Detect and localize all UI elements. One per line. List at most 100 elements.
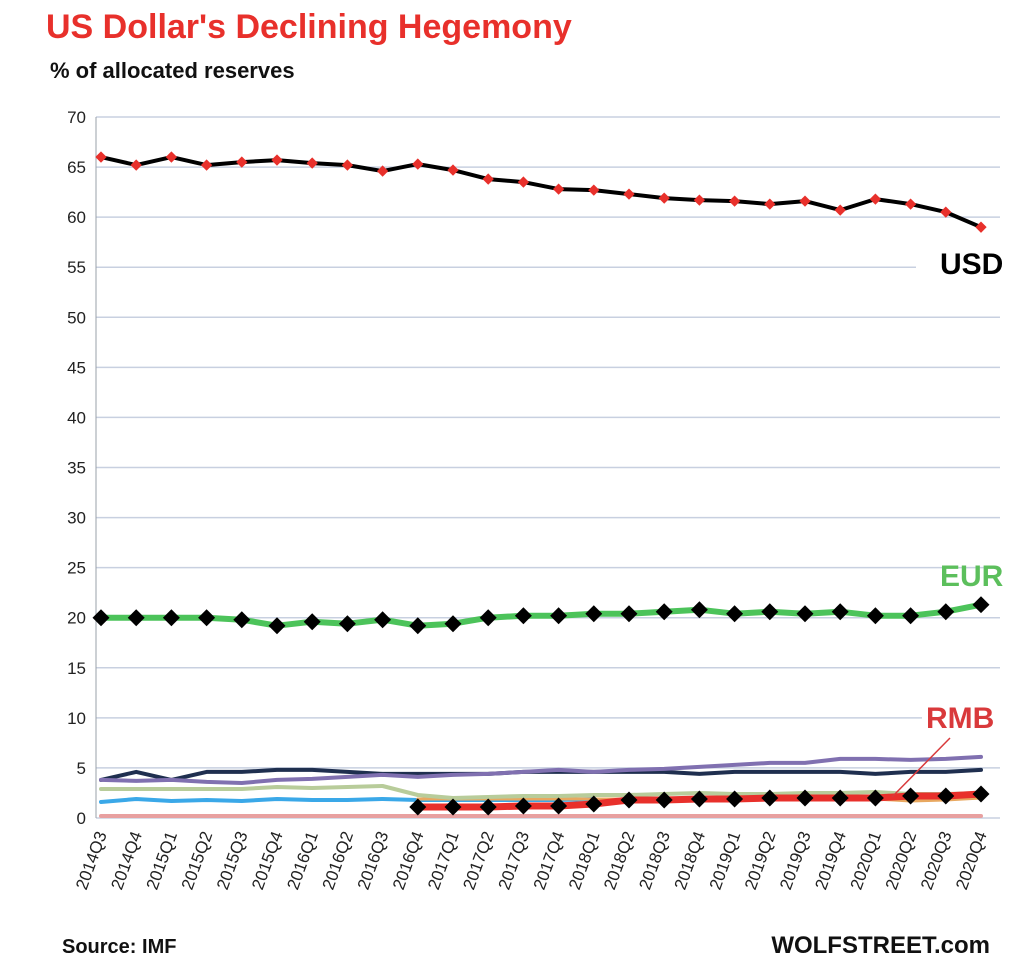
y-tick-label: 50 [67, 308, 86, 327]
data-point [728, 195, 741, 207]
data-point [588, 184, 600, 196]
source-note: Source: IMF [62, 936, 177, 958]
data-point [585, 795, 603, 813]
series-other-3 [99, 754, 983, 785]
data-point [764, 198, 776, 210]
rmb-pointer [891, 737, 951, 798]
x-tick-label: 2018Q2 [600, 829, 639, 892]
x-tick-label: 2014Q3 [72, 829, 111, 892]
data-point [831, 789, 849, 807]
y-tick-label: 30 [67, 509, 86, 528]
y-tick-label: 0 [77, 809, 86, 828]
data-point [444, 615, 462, 633]
y-tick-label: 5 [77, 759, 86, 778]
data-point [303, 613, 321, 631]
data-point [972, 596, 990, 614]
data-point [902, 787, 920, 805]
data-point [130, 159, 142, 171]
x-tick-label: 2018Q3 [635, 829, 674, 892]
data-point [937, 603, 955, 621]
data-point [866, 607, 884, 625]
x-tick-label: 2015Q3 [213, 829, 252, 892]
data-point [482, 173, 494, 185]
data-point [904, 198, 917, 210]
y-tick-label: 60 [67, 208, 86, 227]
x-tick-label: 2018Q1 [565, 829, 604, 892]
x-tick-label: 2019Q4 [811, 829, 850, 892]
data-point [409, 798, 427, 816]
data-point [268, 617, 286, 635]
data-point [726, 605, 744, 623]
x-tick-label: 2015Q1 [143, 829, 182, 892]
y-tick-label: 40 [67, 408, 86, 427]
data-point [796, 789, 814, 807]
data-point [690, 790, 708, 808]
data-point [655, 603, 673, 621]
data-point [975, 221, 987, 233]
x-tick-label: 2016Q1 [283, 829, 322, 892]
data-point [514, 607, 532, 625]
data-point [552, 183, 565, 195]
data-point [726, 790, 744, 808]
data-point [92, 609, 110, 627]
data-point [376, 165, 389, 177]
data-point [940, 206, 952, 218]
y-tick-label: 55 [67, 258, 86, 277]
data-point [550, 797, 568, 815]
data-point [834, 204, 846, 216]
x-tick-label: 2017Q1 [424, 829, 463, 892]
eur-label: EUR [940, 560, 1004, 593]
data-point [796, 605, 814, 623]
data-point [517, 176, 530, 188]
data-point [831, 603, 849, 621]
data-point [866, 789, 884, 807]
data-point [409, 617, 427, 635]
series-rmb [409, 785, 990, 816]
data-point [761, 789, 779, 807]
data-point [444, 798, 462, 816]
data-point [95, 151, 107, 163]
x-tick-label: 2016Q3 [354, 829, 393, 892]
data-point [271, 154, 283, 166]
x-tick-label: 2020Q2 [882, 829, 921, 892]
data-point [902, 607, 920, 625]
data-point [127, 609, 145, 627]
brand-label: WOLFSTREET.com [771, 932, 990, 959]
data-point [514, 797, 532, 815]
data-point [658, 192, 670, 204]
data-point [198, 609, 216, 627]
x-tick-label: 2017Q2 [459, 829, 498, 892]
data-point [585, 605, 603, 623]
data-point [165, 151, 178, 163]
data-point [655, 791, 673, 809]
usd-label: USD [940, 248, 1003, 281]
data-point [550, 607, 568, 625]
data-point [479, 798, 497, 816]
rmb-label: RMB [926, 702, 994, 735]
chart-title: US Dollar's Declining Hegemony [46, 8, 572, 46]
x-tick-label: 2019Q1 [706, 829, 745, 892]
data-point [972, 785, 990, 803]
x-tick-label: 2016Q2 [319, 829, 358, 892]
data-point [447, 164, 459, 176]
data-point [236, 156, 248, 168]
series-other-5 [99, 784, 983, 800]
data-point [338, 615, 356, 633]
data-point [162, 609, 180, 627]
y-tick-label: 45 [67, 358, 86, 377]
data-point [374, 611, 392, 629]
data-point [412, 158, 424, 170]
x-tick-label: 2018Q4 [671, 829, 710, 892]
data-point [937, 787, 955, 805]
x-tick-label: 2019Q2 [741, 829, 780, 892]
y-tick-label: 10 [67, 709, 86, 728]
series-usd [95, 151, 987, 233]
x-tick-label: 2015Q2 [178, 829, 217, 892]
x-tick-label: 2020Q1 [847, 829, 886, 892]
data-point [761, 603, 779, 621]
x-tick-label: 2015Q4 [248, 829, 287, 892]
data-point [620, 791, 638, 809]
y-tick-label: 25 [67, 559, 86, 578]
data-point [799, 195, 811, 207]
